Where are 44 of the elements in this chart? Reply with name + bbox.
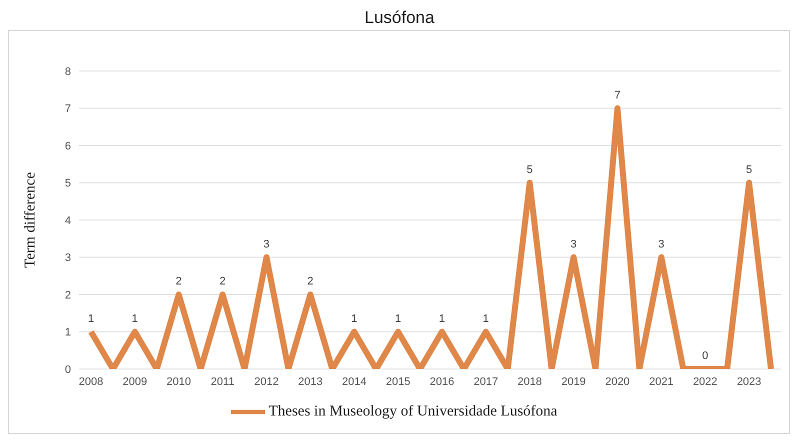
x-tick-label: 2008 — [78, 376, 104, 388]
x-tick-label: 2017 — [474, 376, 498, 388]
data-label: 1 — [88, 312, 94, 325]
y-tick-label: 7 — [64, 103, 71, 116]
data-label: 3 — [570, 238, 577, 250]
y-tick-label: 0 — [64, 364, 71, 376]
x-tick-label: 2018 — [517, 376, 542, 388]
y-axis-title: Term difference — [22, 172, 38, 268]
data-label: 2 — [176, 276, 182, 288]
y-tick-label: 2 — [64, 289, 71, 302]
y-tick-label: 8 — [64, 66, 71, 78]
data-label: 7 — [614, 89, 621, 102]
legend-label: Theses in Museology of Universidade Lusófona — [268, 403, 558, 420]
x-tick-label: 2020 — [605, 376, 630, 388]
data-label: 5 — [746, 164, 752, 176]
data-label: 3 — [658, 238, 664, 250]
y-tick-label: 1 — [64, 326, 71, 339]
data-label: 1 — [395, 312, 402, 325]
y-tick-label: 4 — [64, 214, 71, 227]
x-tick-label: 2021 — [649, 376, 674, 388]
x-tick-label: 2011 — [210, 376, 234, 388]
x-tick-label: 2014 — [342, 376, 366, 388]
x-tick-label: 2019 — [561, 376, 586, 388]
data-label: 1 — [351, 312, 358, 325]
data-label: 1 — [482, 312, 489, 325]
y-tick-label: 5 — [64, 178, 71, 190]
x-tick-label: 2016 — [430, 376, 454, 388]
y-tick-label: 6 — [64, 140, 71, 152]
x-tick-label: 2013 — [298, 376, 323, 388]
x-tick-label: 2009 — [122, 376, 148, 388]
chart-title: Lusófona — [364, 8, 436, 28]
x-tick-label: 2015 — [386, 376, 410, 388]
data-label: 1 — [132, 312, 138, 325]
data-label: 1 — [438, 312, 446, 325]
data-label: 2 — [307, 276, 314, 288]
x-tick-label: 2012 — [254, 376, 279, 388]
x-tick-label: 2022 — [692, 376, 718, 388]
data-label: 5 — [526, 164, 533, 176]
x-tick-label: 2010 — [166, 376, 191, 388]
x-tick-label: 2023 — [736, 376, 762, 388]
data-label: 3 — [263, 238, 270, 250]
y-tick-label: 3 — [64, 252, 71, 264]
data-label: 2 — [220, 276, 226, 288]
data-label: 0 — [702, 350, 708, 362]
